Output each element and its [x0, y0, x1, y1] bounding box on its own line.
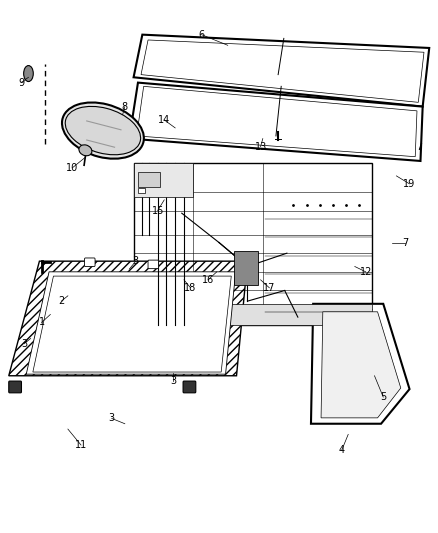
Text: 8: 8 — [122, 102, 128, 111]
Text: 15: 15 — [152, 206, 164, 215]
Text: 1: 1 — [39, 318, 45, 327]
Text: 5: 5 — [380, 392, 386, 402]
Text: 16: 16 — [202, 275, 214, 285]
Polygon shape — [134, 163, 372, 325]
Text: 6: 6 — [198, 30, 205, 39]
Bar — [134, 304, 372, 325]
Text: 12: 12 — [360, 267, 372, 277]
Text: 10: 10 — [66, 163, 78, 173]
Text: 4: 4 — [339, 446, 345, 455]
Text: 3: 3 — [109, 414, 115, 423]
Text: 3: 3 — [170, 376, 176, 386]
Polygon shape — [134, 35, 429, 107]
FancyBboxPatch shape — [85, 258, 95, 266]
Text: 3: 3 — [133, 256, 139, 266]
Text: 7: 7 — [402, 238, 408, 247]
Ellipse shape — [79, 145, 92, 156]
Polygon shape — [134, 163, 193, 197]
Polygon shape — [26, 272, 236, 374]
Text: 2: 2 — [58, 296, 64, 306]
Polygon shape — [311, 304, 410, 424]
FancyBboxPatch shape — [9, 381, 21, 393]
Text: 14: 14 — [158, 115, 170, 125]
Text: 18: 18 — [184, 283, 197, 293]
Text: 9: 9 — [18, 78, 24, 87]
Polygon shape — [234, 251, 258, 285]
Text: 3: 3 — [21, 339, 27, 349]
FancyBboxPatch shape — [183, 381, 196, 393]
Polygon shape — [9, 261, 247, 376]
Text: 13: 13 — [254, 142, 267, 151]
Polygon shape — [129, 83, 423, 161]
Text: 11: 11 — [75, 440, 87, 450]
Ellipse shape — [65, 107, 141, 155]
Text: 17: 17 — [263, 283, 276, 293]
Bar — [138, 188, 145, 193]
Text: 19: 19 — [403, 179, 416, 189]
Ellipse shape — [62, 102, 144, 159]
Polygon shape — [321, 312, 401, 418]
Ellipse shape — [24, 66, 33, 82]
Bar — [138, 172, 160, 187]
FancyBboxPatch shape — [148, 260, 159, 269]
